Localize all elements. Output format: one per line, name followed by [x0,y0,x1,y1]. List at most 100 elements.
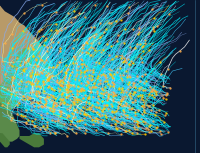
Point [91,69,94,71]
Point [81,89,84,91]
Point [42,69,45,71]
Point [11,47,14,49]
Polygon shape [41,74,56,85]
Point [121,61,124,64]
Point [99,82,102,84]
Point [115,120,118,122]
Point [32,124,36,127]
Point [54,10,57,13]
Point [45,126,49,128]
Point [37,106,40,108]
Point [34,85,37,88]
Point [165,112,168,114]
Point [50,119,53,121]
Point [72,98,76,100]
Point [51,95,54,98]
Point [97,113,100,115]
Point [64,88,67,91]
Point [112,110,115,113]
Point [64,75,67,77]
Point [119,91,122,94]
Point [101,87,104,90]
Point [112,95,115,97]
Point [78,119,81,121]
Point [59,84,62,86]
Point [87,81,90,83]
Point [150,88,153,90]
Point [67,83,71,85]
Point [95,106,98,109]
Point [60,99,64,101]
Point [66,84,69,86]
Point [22,95,25,97]
Point [23,61,27,63]
Point [31,83,35,86]
Point [78,68,81,71]
Point [77,79,80,81]
Point [167,131,170,133]
Point [47,66,50,68]
Point [83,70,87,72]
Point [132,91,135,93]
Point [110,110,114,113]
Point [120,133,123,136]
Point [114,54,118,57]
Point [106,92,110,95]
Point [1,60,4,62]
Point [35,82,38,84]
Point [66,115,69,118]
Point [38,92,41,94]
Point [59,110,62,112]
Point [130,108,133,110]
Point [61,92,64,94]
Point [108,73,112,76]
Point [96,83,100,85]
Point [56,30,59,32]
Point [125,76,128,78]
Point [66,95,69,97]
Point [48,106,51,109]
Point [133,120,136,122]
Point [105,104,108,106]
Point [24,114,27,117]
Point [32,104,36,107]
Point [120,88,123,91]
Point [93,82,96,84]
Point [105,80,109,82]
Point [127,129,131,131]
Point [141,45,144,48]
Point [44,74,47,77]
Point [152,88,155,91]
Point [67,77,71,79]
Point [84,114,88,116]
Point [92,122,95,125]
Polygon shape [0,133,10,147]
Point [50,107,53,110]
Point [162,120,165,123]
Point [45,96,48,98]
Point [66,85,69,87]
Point [43,39,47,42]
Point [51,74,54,76]
Point [144,127,147,129]
Point [52,110,55,112]
Point [76,65,79,67]
Point [57,41,60,43]
Point [139,80,142,82]
Point [148,93,151,95]
Point [33,80,36,83]
Point [88,96,91,98]
Point [79,88,82,90]
Point [75,101,78,103]
Point [72,55,75,57]
Point [75,73,78,76]
Point [58,110,62,112]
Point [103,80,107,82]
Point [53,102,56,105]
Point [79,71,83,73]
Point [149,109,152,111]
Point [111,98,114,101]
Point [24,109,27,111]
Point [163,114,166,116]
Point [124,91,127,94]
